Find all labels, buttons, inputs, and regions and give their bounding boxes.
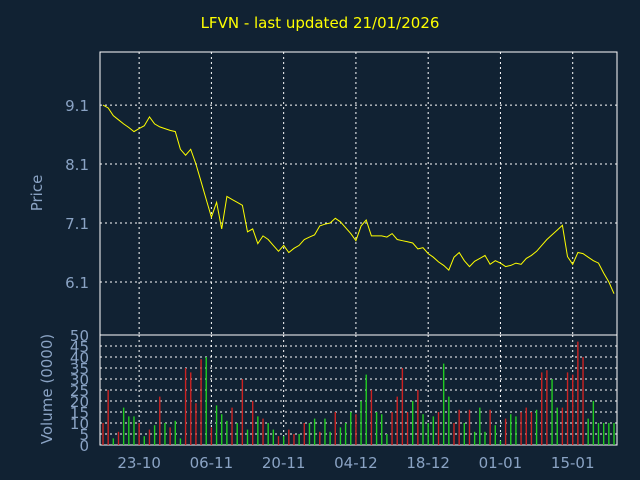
price-grid [100, 52, 617, 335]
volume-y-tick-label: 10 [70, 415, 89, 433]
volume-y-tick-label: 0 [79, 437, 89, 455]
x-tick-label: 23-10 [117, 454, 161, 472]
volume-y-tick-label: 35 [70, 360, 89, 378]
chart-title: LFVN - last updated 21/01/2026 [200, 14, 440, 32]
price-y-tick-label: 9.1 [65, 97, 89, 115]
price-y-tick-label: 8.1 [65, 156, 89, 174]
volume-panel-frame [99, 334, 618, 446]
x-tick-label: 01-01 [479, 454, 523, 472]
price-y-axis: 6.1 7.1 8.1 9.1 [65, 97, 89, 292]
x-tick-label: 04-12 [334, 454, 378, 472]
x-axis: 23-10 06-11 20-11 04-12 18-12 01-01 15-01 [117, 454, 594, 472]
volume-bars [102, 341, 615, 445]
volume-y-tick-label: 25 [70, 382, 89, 400]
price-panel-frame [99, 51, 618, 336]
volume-y-tick-label: 45 [70, 338, 89, 356]
volume-grid [100, 335, 617, 445]
volume-y-tick-label: 40 [70, 349, 89, 367]
volume-y-tick-label: 30 [70, 371, 89, 389]
volume-y-tick-label: 5 [79, 426, 89, 444]
volume-axis-label: Volume (0000) [38, 334, 56, 444]
price-y-tick-label: 6.1 [65, 274, 89, 292]
x-tick-label: 06-11 [190, 454, 234, 472]
volume-y-tick-label: 20 [70, 393, 89, 411]
x-tick-label: 18-12 [406, 454, 450, 472]
price-axis-label: Price [28, 175, 46, 212]
volume-y-tick-label: 50 [70, 327, 89, 345]
price-y-tick-label: 7.1 [65, 215, 89, 233]
x-tick-label: 20-11 [262, 454, 306, 472]
price-series [102, 104, 615, 294]
x-tick-label: 15-01 [551, 454, 595, 472]
price-line [102, 104, 615, 294]
volume-y-tick-label: 15 [70, 404, 89, 422]
